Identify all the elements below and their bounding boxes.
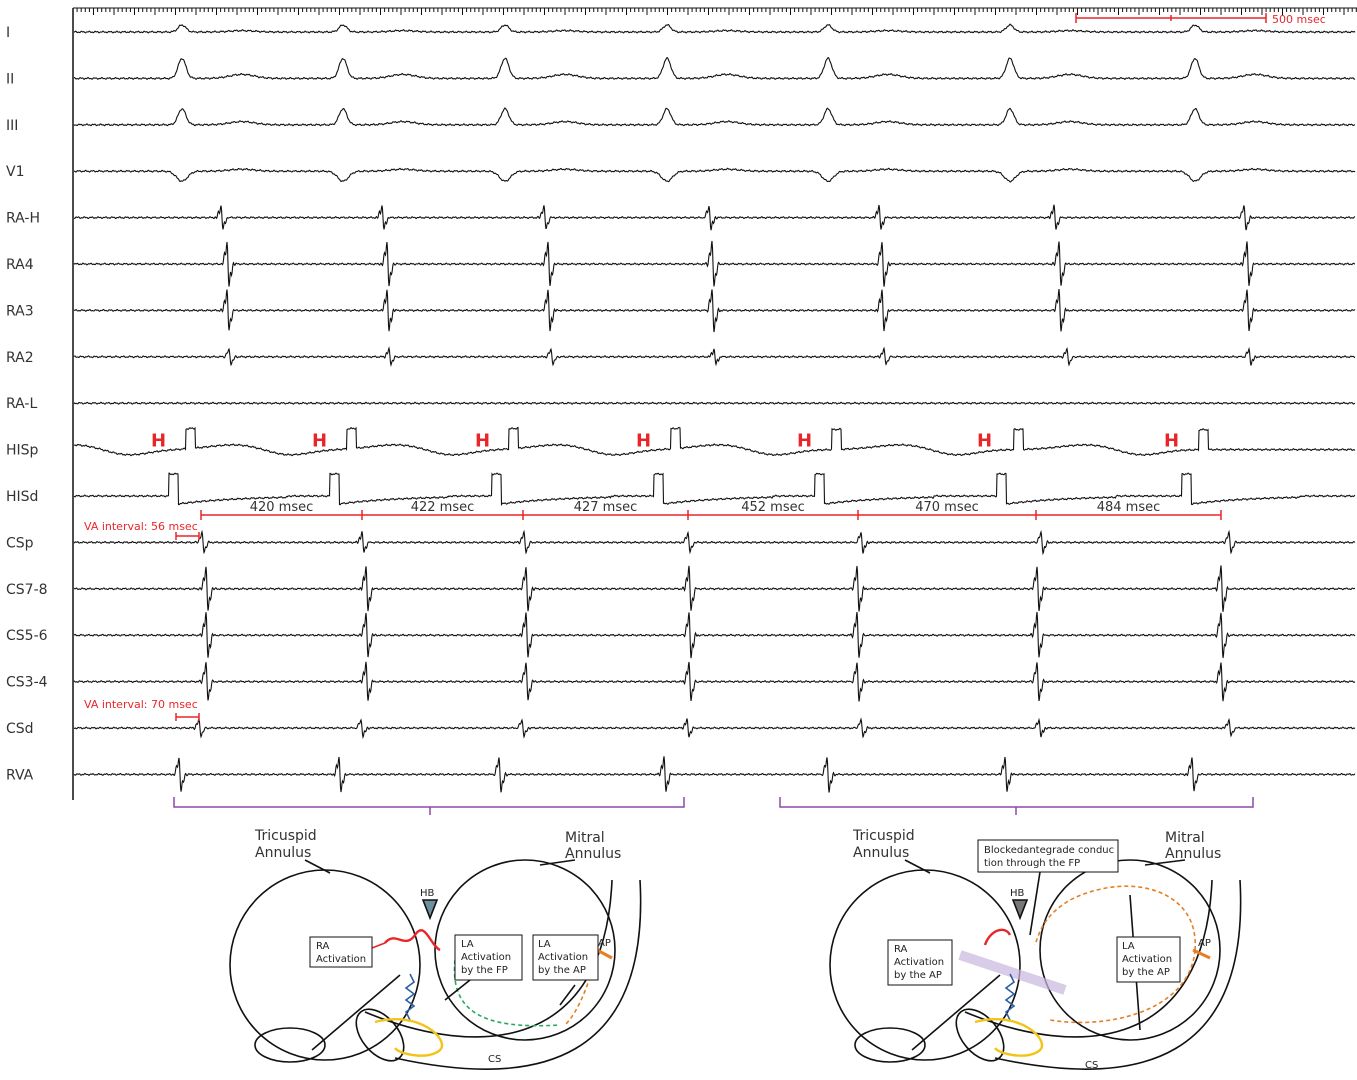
box-text: LA [461,939,474,950]
label: Mitral [565,830,605,846]
tracing [74,531,1355,553]
his-marker: H [151,431,166,452]
tracing [74,612,1355,658]
his-marker: H [1164,431,1179,452]
tracing [74,719,1355,738]
label: Mitral [1165,830,1205,846]
label: Annulus [853,845,909,861]
scale-label: 500 msec [1272,13,1326,26]
channel-label: CSd [6,721,34,737]
his-marker: H [636,431,651,452]
label: CS [488,1054,501,1065]
interval-label: 470 msec [915,500,979,515]
channel-label: RA4 [6,257,34,273]
interval-label: 422 msec [411,500,475,515]
tracing [74,108,1355,126]
channel-label: CS3-4 [6,675,48,691]
box-text: RA [894,944,908,955]
diagram-labels: Tricuspid Annulus Mitral Annulus HB AP C… [254,828,1221,1071]
tracings [74,24,1355,792]
label: HB [420,888,435,899]
page: Tricuspid Annulus Mitral Annulus HB AP C… [0,0,1357,1080]
tracing [74,348,1355,365]
bracket [174,797,684,815]
box-text: tion through the FP [984,858,1080,869]
channel-label: CSp [6,535,34,551]
his-marker: H [797,431,812,452]
va-bar [176,713,199,721]
channel-label: III [6,118,18,134]
channel-label: HISd [6,489,38,505]
va-bar [176,532,199,540]
box-text: by the AP [538,965,586,976]
box-text: Activation [1122,954,1172,965]
box-text: Blockedantegrade conduc [984,845,1114,856]
diagram-right [830,840,1241,1070]
label: AP [598,938,611,949]
label: CS [1085,1060,1098,1071]
channel-label: RVA [6,767,34,783]
tracing [74,756,1355,792]
tracing [74,24,1355,33]
label: AP [1198,938,1211,949]
his-marker: H [312,431,327,452]
interval-bar [201,510,1221,520]
tracing [74,289,1355,332]
bracket [780,797,1253,815]
box-text: Activation [538,952,588,963]
interval-label: 484 msec [1097,500,1161,515]
channel-label: CS5-6 [6,628,48,644]
diagrams [230,840,1241,1070]
channel-label: RA3 [6,303,34,319]
figure: Tricuspid Annulus Mitral Annulus HB AP C… [0,0,1357,1080]
va-label: VA interval: 70 msec [84,698,198,711]
tracing [74,565,1355,611]
tracing [74,241,1355,287]
scale-bar [1076,13,1266,23]
channel-label: RA-L [6,396,37,412]
label: HB [1010,888,1025,899]
label: Annulus [255,845,311,861]
tracing [74,427,1355,455]
tracing [74,662,1355,702]
box-text: Activation [894,957,944,968]
channel-label: I [6,25,10,41]
interval-label: 427 msec [574,500,638,515]
channel-label: II [6,71,14,87]
label: Tricuspid [852,828,915,844]
box-text: Activation [316,954,366,965]
box-text: RA [316,941,330,952]
va-label: VA interval: 56 msec [84,520,198,533]
box-text: by the AP [1122,967,1170,978]
his-marker: H [475,431,490,452]
label: Annulus [565,846,621,862]
time-ruler [73,8,1357,15]
his-marker: H [977,431,992,452]
tracing [74,205,1355,231]
box-text: by the FP [461,965,508,976]
channel-label: RA2 [6,350,34,366]
box-text: Activation [461,952,511,963]
channel-label: RA-H [6,211,40,227]
channel-label: CS7-8 [6,582,48,598]
box-text: LA [538,939,551,950]
box-text: by the AP [894,970,942,981]
box-text: LA [1122,941,1135,952]
interval-label: 452 msec [741,500,805,515]
channel-label: V1 [6,164,24,180]
tracing [74,58,1355,80]
interval-label: 420 msec [250,500,314,515]
tracing [74,402,1355,404]
tracing [74,168,1355,182]
label: Annulus [1165,846,1221,862]
label: Tricuspid [254,828,317,844]
channel-label: HISp [6,443,39,459]
